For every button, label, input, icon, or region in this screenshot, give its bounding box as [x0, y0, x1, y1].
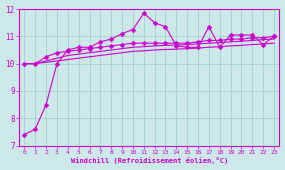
X-axis label: Windchill (Refroidissement éolien,°C): Windchill (Refroidissement éolien,°C)	[71, 157, 228, 164]
